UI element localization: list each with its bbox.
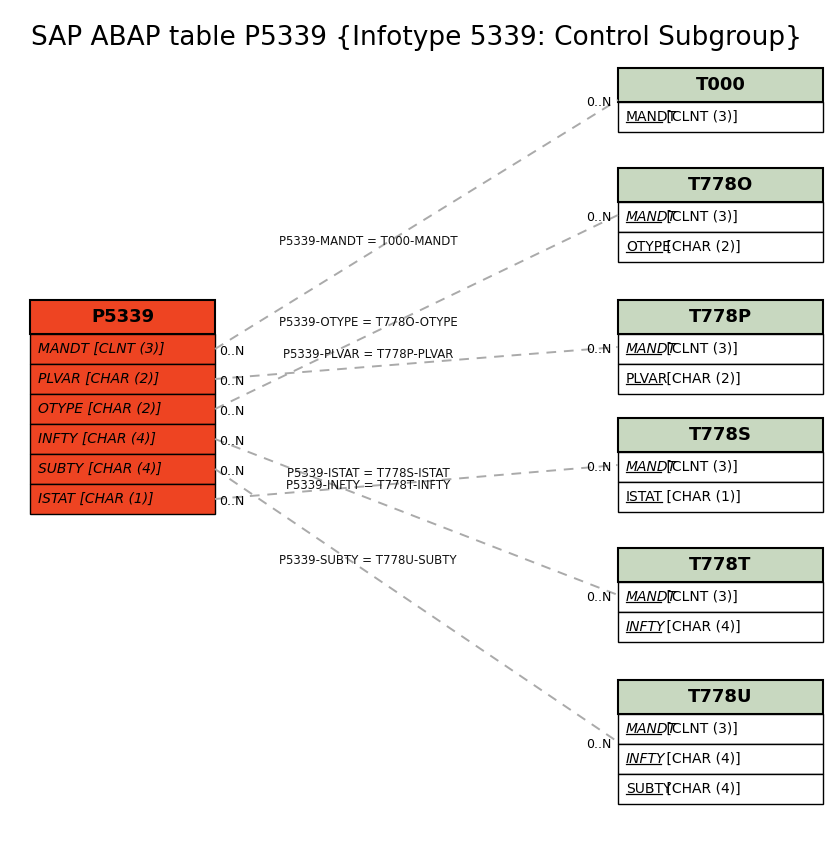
Bar [30,394,215,424]
Text: MANDT: MANDT [626,722,677,736]
Text: SUBTY [CHAR (4)]: SUBTY [CHAR (4)] [38,462,162,476]
Bar [618,582,823,612]
Text: 0..N: 0..N [586,738,612,751]
Bar [30,454,215,484]
Bar [618,482,823,512]
Text: MANDT: MANDT [626,210,677,224]
Bar [30,364,215,394]
Bar [30,484,215,514]
Bar [618,68,823,102]
Text: P5339: P5339 [91,308,154,326]
Text: PLVAR [CHAR (2)]: PLVAR [CHAR (2)] [38,372,159,386]
Text: [CHAR (4)]: [CHAR (4)] [662,752,741,766]
Text: 0..N: 0..N [586,211,612,224]
Text: MANDT: MANDT [626,590,677,604]
Bar [618,364,823,394]
Text: MANDT: MANDT [626,110,677,124]
Text: P5339-ISTAT = T778S-ISTAT: P5339-ISTAT = T778S-ISTAT [287,467,450,480]
Bar [30,424,215,454]
Text: T778U: T778U [688,688,753,706]
Bar [30,300,215,334]
Text: [CLNT (3)]: [CLNT (3)] [662,460,738,474]
Bar [618,714,823,744]
Bar [618,612,823,642]
Text: T778O: T778O [688,176,753,194]
Bar [618,300,823,334]
Text: 0..N: 0..N [586,96,612,109]
Text: 0..N: 0..N [586,461,612,474]
Text: ISTAT: ISTAT [626,490,663,504]
Text: 0..N: 0..N [219,465,244,478]
Text: MANDT: MANDT [626,342,677,356]
Bar [618,452,823,482]
Text: P5339-MANDT = T000-MANDT: P5339-MANDT = T000-MANDT [279,236,457,249]
Text: [CLNT (3)]: [CLNT (3)] [662,210,738,224]
Text: [CLNT (3)]: [CLNT (3)] [662,342,738,356]
Bar [618,418,823,452]
Text: [CHAR (2)]: [CHAR (2)] [662,372,741,386]
Text: 0..N: 0..N [219,375,244,388]
Text: INFTY [CHAR (4)]: INFTY [CHAR (4)] [38,432,156,446]
Bar [618,680,823,714]
Text: T778T: T778T [690,556,751,574]
Bar [618,202,823,232]
Text: [CLNT (3)]: [CLNT (3)] [662,722,738,736]
Text: PLVAR: PLVAR [626,372,668,386]
Text: [CHAR (2)]: [CHAR (2)] [662,240,741,254]
Text: 0..N: 0..N [219,405,244,418]
Bar [618,774,823,804]
Text: T778P: T778P [689,308,752,326]
Text: [CLNT (3)]: [CLNT (3)] [662,590,738,604]
Text: INFTY: INFTY [626,620,666,634]
Text: [CHAR (1)]: [CHAR (1)] [662,490,741,504]
Text: P5339-PLVAR = T778P-PLVAR: P5339-PLVAR = T778P-PLVAR [283,347,453,361]
Bar [618,168,823,202]
Bar [30,334,215,364]
Text: OTYPE [CHAR (2)]: OTYPE [CHAR (2)] [38,402,162,416]
Text: OTYPE: OTYPE [626,240,671,254]
Text: [CLNT (3)]: [CLNT (3)] [662,110,738,124]
Text: ISTAT [CHAR (1)]: ISTAT [CHAR (1)] [38,492,153,506]
Text: 0..N: 0..N [219,495,244,508]
Bar [618,744,823,774]
Text: 0..N: 0..N [219,345,244,358]
Text: P5339-SUBTY = T778U-SUBTY: P5339-SUBTY = T778U-SUBTY [279,554,457,567]
Text: T000: T000 [696,76,746,94]
Bar [618,334,823,364]
Text: 0..N: 0..N [586,343,612,356]
Text: 0..N: 0..N [219,435,244,448]
Text: MANDT [CLNT (3)]: MANDT [CLNT (3)] [38,342,164,356]
Bar [618,232,823,262]
Text: 0..N: 0..N [586,591,612,604]
Text: SAP ABAP table P5339 {Infotype 5339: Control Subgroup}: SAP ABAP table P5339 {Infotype 5339: Con… [31,25,802,51]
Text: T778S: T778S [689,426,752,444]
Text: MANDT: MANDT [626,460,677,474]
Text: INFTY: INFTY [626,752,666,766]
Bar [618,548,823,582]
Text: [CHAR (4)]: [CHAR (4)] [662,782,741,796]
Text: P5339-OTYPE = T778O-OTYPE: P5339-OTYPE = T778O-OTYPE [279,316,457,329]
Bar [618,102,823,132]
Text: SUBTY: SUBTY [626,782,671,796]
Text: P5339-INFTY = T778T-INFTY: P5339-INFTY = T778T-INFTY [286,479,451,492]
Text: [CHAR (4)]: [CHAR (4)] [662,620,741,634]
